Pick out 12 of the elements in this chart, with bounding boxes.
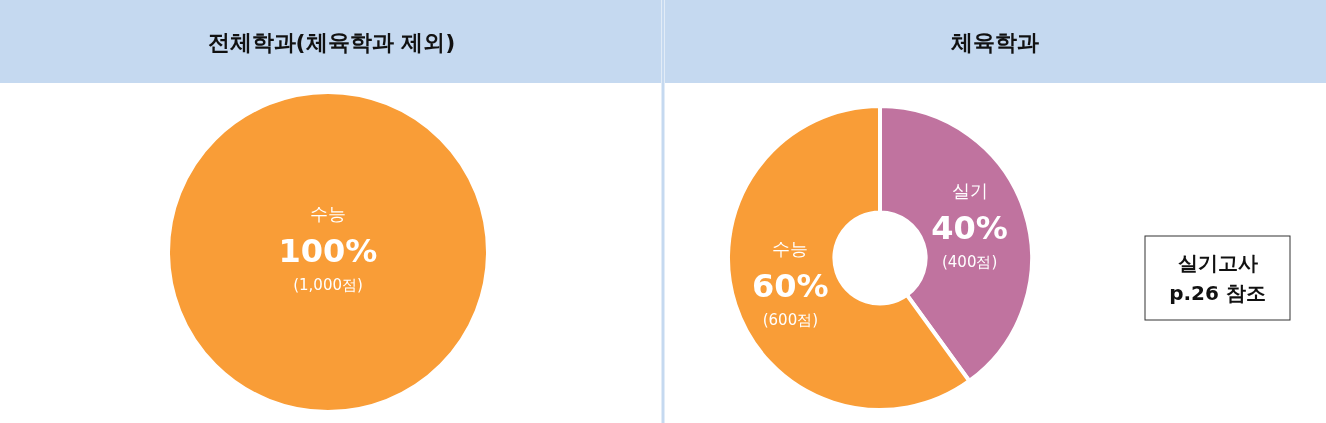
slice-label: 수능 [772, 238, 809, 260]
text: (1,000점) [293, 276, 363, 294]
text: (400점) [941, 252, 998, 271]
text: (600점) [762, 311, 819, 330]
data-label: 40% [931, 208, 1008, 247]
slice-label: 수능 [310, 203, 346, 224]
data-label: 60% [752, 267, 829, 306]
chart-title: 체육학과 [950, 30, 1039, 55]
text: 실기고사 p.26 참조 [1169, 251, 1266, 305]
slice-label: 실기 [951, 179, 988, 201]
data-label: 100% [278, 232, 378, 270]
chart-title: 전체학과(체육학과 제외) [207, 30, 456, 55]
